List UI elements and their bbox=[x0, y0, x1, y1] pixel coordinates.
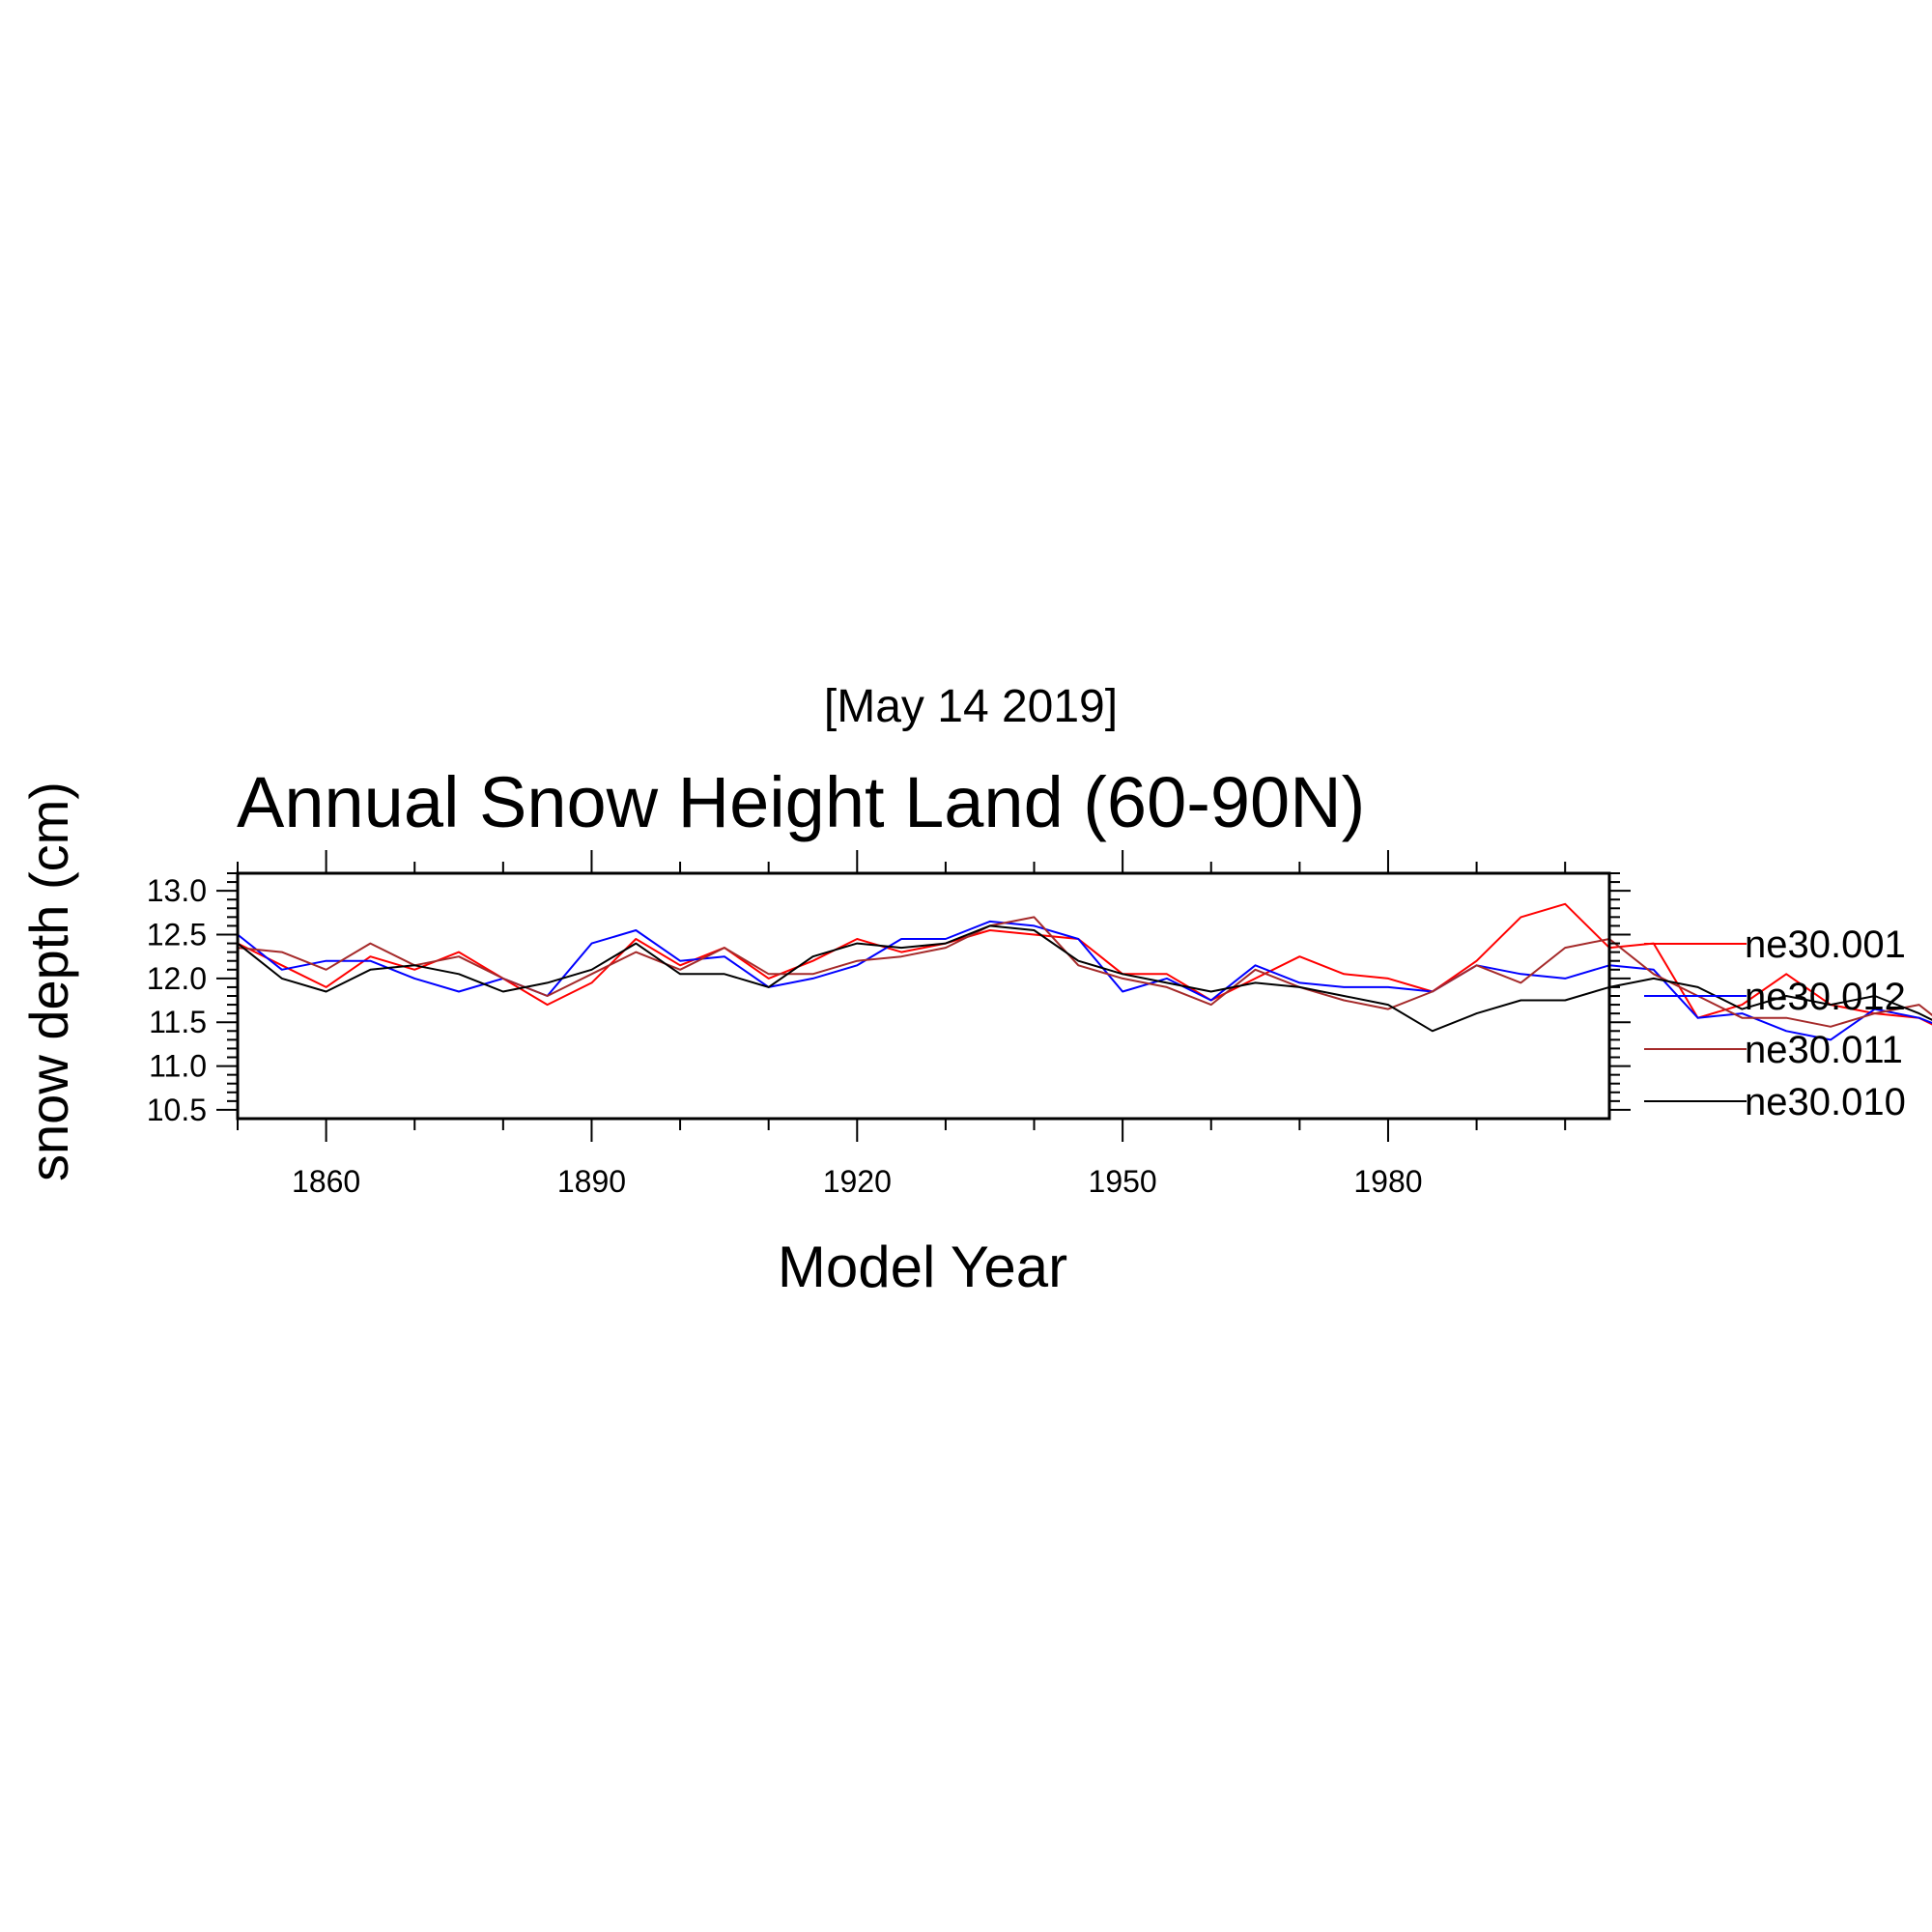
legend-label: ne30.012 bbox=[1745, 976, 1906, 1018]
x-tick-label: 1920 bbox=[823, 1164, 892, 1199]
legend-label: ne30.011 bbox=[1745, 1029, 1903, 1071]
y-tick-label: 11.5 bbox=[149, 1005, 207, 1039]
plot-frame bbox=[236, 871, 1611, 1121]
y-axis-label: snow depth (cm) bbox=[18, 781, 79, 1181]
series-line-1 bbox=[237, 920, 1932, 1041]
y-tick-label: 11.0 bbox=[149, 1049, 207, 1084]
legend-label: ne30.010 bbox=[1745, 1081, 1906, 1123]
legend-label: ne30.001 bbox=[1745, 923, 1906, 966]
y-tick-label: 12.0 bbox=[147, 961, 207, 996]
y-tick-label: 10.5 bbox=[147, 1093, 207, 1127]
series-line-2 bbox=[237, 916, 1932, 1028]
x-tick-label: 1950 bbox=[1089, 1164, 1157, 1199]
y-tick-label: 13.0 bbox=[147, 873, 207, 908]
axis-layer: 1860 1890 1920 1950 1980 10.5 11.0 11.5 12.0 12.5… bbox=[147, 850, 1631, 1199]
x-tick-label: 1860 bbox=[292, 1164, 360, 1199]
series-line-0 bbox=[237, 902, 1932, 1026]
series-line-3 bbox=[237, 924, 1932, 1033]
legend: ne30.001 ne30.012 ne30.011 ne30.010 bbox=[1644, 923, 1906, 1123]
y-tick-label: 12.5 bbox=[147, 918, 207, 952]
x-tick-label: 1890 bbox=[557, 1164, 626, 1199]
chart-title: Annual Snow Height Land (60-90N) bbox=[237, 762, 1365, 842]
x-tick-label: 1980 bbox=[1353, 1164, 1422, 1199]
x-axis-label: Model Year bbox=[778, 1235, 1067, 1299]
chart-subtitle: [May 14 2019] bbox=[824, 681, 1118, 732]
series-layer bbox=[237, 902, 1932, 1041]
